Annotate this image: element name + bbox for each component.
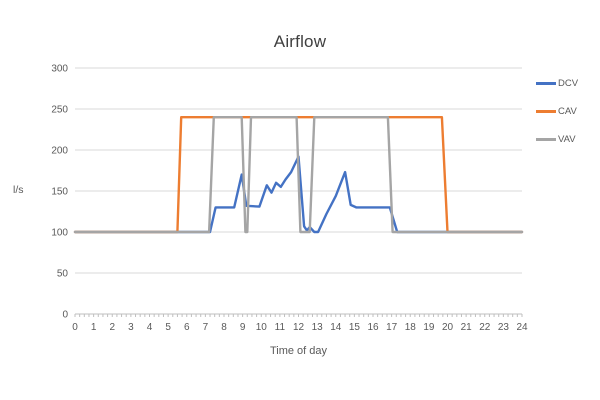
x-tick-label-11: 11 (275, 322, 286, 333)
y-tick-label-200: 200 (51, 146, 68, 157)
x-tick-label-9: 9 (240, 322, 246, 333)
series-line-vav (73, 115, 524, 234)
x-tick-label-17: 17 (386, 322, 398, 333)
x-tick-label-14: 14 (330, 322, 342, 333)
y-tick-label-100: 100 (51, 228, 68, 239)
x-tick-label-18: 18 (405, 322, 417, 333)
legend-item-dcv: DCV (536, 77, 578, 90)
x-tick-label-0: 0 (72, 322, 78, 333)
x-tick-label-3: 3 (128, 322, 134, 333)
x-tick-label-12: 12 (293, 322, 305, 333)
x-tick-label-20: 20 (442, 322, 454, 333)
legend: DCV CAV VAV (536, 77, 578, 146)
x-tick-label-13: 13 (312, 322, 324, 333)
x-tick-label-15: 15 (349, 322, 361, 333)
legend-item-cav: CAV (536, 105, 578, 118)
x-tick-label-6: 6 (184, 322, 190, 333)
x-tick-label-2: 2 (109, 322, 115, 333)
x-tick-label-5: 5 (165, 322, 171, 333)
x-tick-label-21: 21 (461, 322, 473, 333)
x-tick-label-19: 19 (423, 322, 435, 333)
x-tick-label-7: 7 (203, 322, 209, 333)
legend-swatch-cav (536, 110, 556, 113)
x-axis-title: Time of day (269, 345, 328, 357)
legend-item-vav: VAV (536, 133, 578, 146)
y-tick-label-0: 0 (62, 310, 68, 321)
y-tick-label-250: 250 (51, 105, 68, 116)
y-tick-label-300: 300 (51, 64, 68, 75)
chart-title: Airflow (273, 32, 327, 51)
legend-label-dcv: DCV (558, 78, 579, 89)
x-tick-label-23: 23 (498, 322, 510, 333)
x-tick-label-16: 16 (367, 322, 379, 333)
x-tick-label-1: 1 (91, 322, 97, 333)
x-tick-label-24: 24 (516, 322, 528, 333)
y-axis-title: l/s (13, 184, 24, 196)
legend-swatch-vav (536, 138, 556, 141)
x-tick-label-4: 4 (147, 322, 153, 333)
y-tick-label-150: 150 (51, 187, 68, 198)
x-tick-label-8: 8 (221, 322, 227, 333)
legend-label-vav: VAV (558, 134, 576, 145)
y-tick-label-50: 50 (57, 269, 69, 280)
x-tick-label-22: 22 (479, 322, 491, 333)
legend-label-cav: CAV (558, 106, 577, 117)
legend-swatch-dcv (536, 82, 556, 85)
x-tick-label-10: 10 (256, 322, 268, 333)
